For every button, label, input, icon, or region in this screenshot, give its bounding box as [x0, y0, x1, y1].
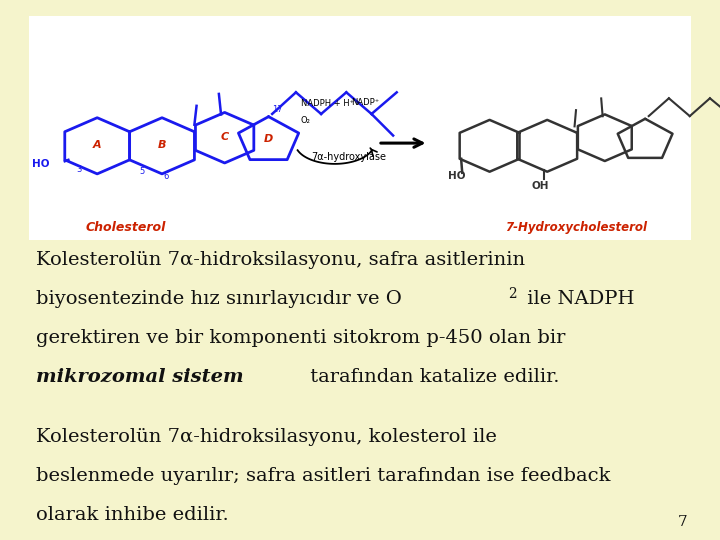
- FancyBboxPatch shape: [29, 16, 691, 240]
- Text: Kolesterolün 7α-hidroksilasyonu, safra asitlerinin: Kolesterolün 7α-hidroksilasyonu, safra a…: [36, 251, 525, 269]
- Text: D: D: [264, 134, 273, 144]
- Text: olarak inhibe edilir.: olarak inhibe edilir.: [36, 506, 229, 524]
- Text: A: A: [93, 140, 102, 150]
- Text: 7: 7: [678, 515, 688, 529]
- Text: 7α-hydroxylase: 7α-hydroxylase: [311, 152, 386, 163]
- Text: 17: 17: [272, 105, 283, 114]
- Text: Cholesterol: Cholesterol: [86, 221, 166, 234]
- Text: OH: OH: [531, 181, 549, 191]
- Text: C: C: [220, 132, 229, 141]
- Text: NADP⁺: NADP⁺: [351, 98, 379, 107]
- Text: gerektiren ve bir komponenti sitokrom p-450 olan bir: gerektiren ve bir komponenti sitokrom p-…: [36, 329, 565, 347]
- Text: HO: HO: [448, 171, 465, 180]
- Text: mikrozomal sistem: mikrozomal sistem: [36, 368, 243, 386]
- Text: NADPH + H⁺: NADPH + H⁺: [301, 99, 354, 109]
- Text: B: B: [158, 140, 166, 150]
- Text: biyosentezinde hız sınırlayıcıdır ve O: biyosentezinde hız sınırlayıcıdır ve O: [36, 290, 402, 308]
- Text: 7-Hydroxycholesterol: 7-Hydroxycholesterol: [505, 221, 647, 234]
- Text: O₂: O₂: [301, 116, 311, 125]
- Text: 2: 2: [508, 287, 517, 301]
- Text: 5: 5: [139, 167, 145, 176]
- Text: ile NADPH: ile NADPH: [521, 290, 634, 308]
- Text: beslenmede uyarılır; safra asitleri tarafından ise feedback: beslenmede uyarılır; safra asitleri tara…: [36, 467, 611, 485]
- Text: 3: 3: [76, 165, 82, 174]
- Text: Kolesterolün 7α-hidroksilasyonu, kolesterol ile: Kolesterolün 7α-hidroksilasyonu, koleste…: [36, 428, 497, 446]
- Text: 6: 6: [163, 172, 168, 181]
- Text: HO: HO: [32, 159, 50, 169]
- Text: tarafından katalize edilir.: tarafından katalize edilir.: [304, 368, 559, 386]
